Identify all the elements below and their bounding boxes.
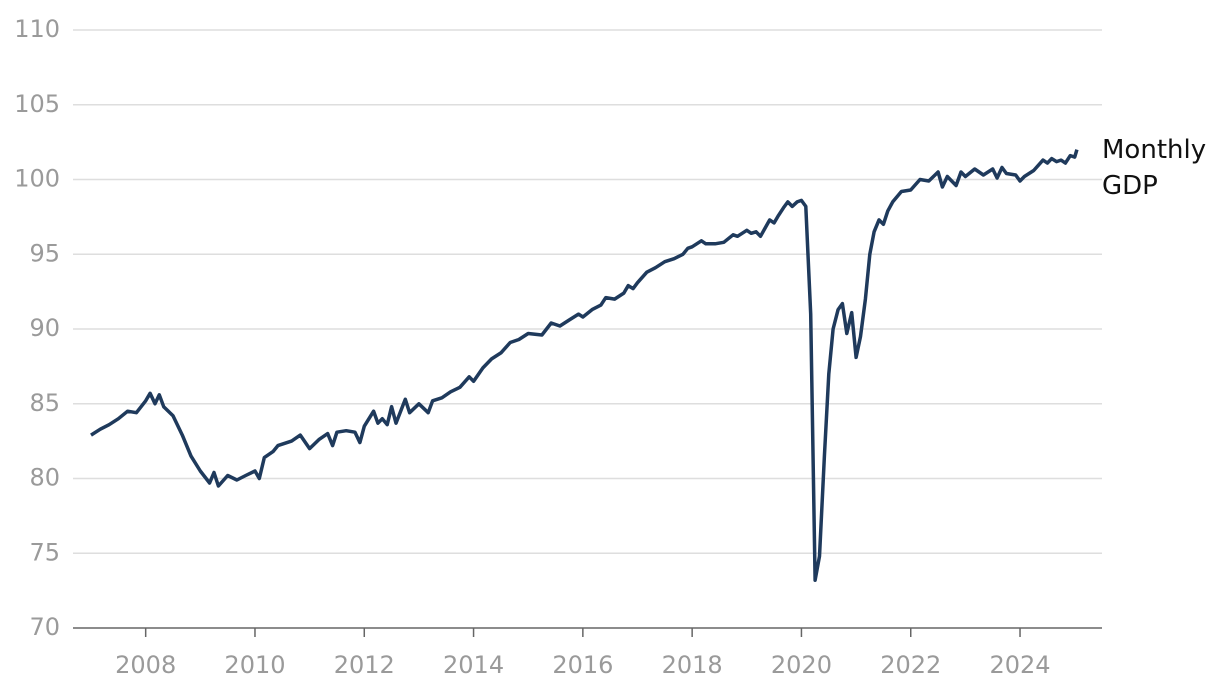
x-tick-label: 2022 [880,651,941,679]
x-tick-label: 2024 [989,651,1050,679]
series-label: Monthly GDP [1102,135,1207,201]
x-tick-label: 2018 [662,651,723,679]
y-tick-label: 105 [14,90,60,118]
y-tick-label: 100 [14,165,60,193]
y-tick-label: 75 [29,538,60,566]
y-tick-label: 95 [29,239,60,267]
x-tick-label: 2020 [771,651,832,679]
y-tick-label: 80 [29,464,60,492]
x-tick-label: 2014 [443,651,504,679]
x-tick-label: 2008 [115,651,176,679]
y-tick-label: 110 [14,15,60,43]
line [90,149,1079,582]
x-tick-label: 2012 [334,651,395,679]
y-tick-label: 85 [29,389,60,417]
y-tick-label: 90 [29,314,60,342]
y-tick-label: 70 [29,613,60,641]
x-tick-label: 2010 [224,651,285,679]
x-tick-label: 2016 [552,651,613,679]
